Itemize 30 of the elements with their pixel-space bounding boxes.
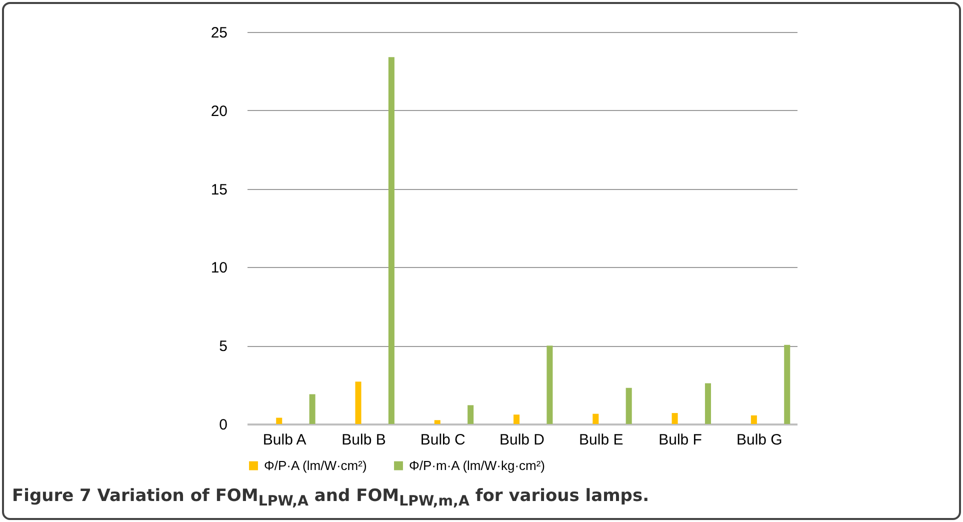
bar <box>309 394 316 424</box>
y-tick-label: 25 <box>210 24 228 42</box>
bar <box>434 420 440 424</box>
bar <box>355 382 362 424</box>
y-tick-label: 5 <box>219 338 228 356</box>
bar <box>546 346 553 424</box>
legend-label: Φ/P·A (lm/W·cm²) <box>264 458 367 473</box>
legend-label: Φ/P·m·A (lm/W·kg·cm²) <box>409 458 546 473</box>
bar <box>626 388 632 424</box>
y-tick-label: 10 <box>210 260 228 277</box>
bar <box>468 405 474 424</box>
bar <box>388 57 394 424</box>
bar <box>514 414 520 424</box>
bar <box>704 383 711 424</box>
x-tick-label: Bulb C <box>420 432 466 448</box>
x-tick-label: Bulb G <box>736 432 782 448</box>
x-tick-label: Bulb D <box>499 432 545 448</box>
bar <box>592 414 599 424</box>
text: Figure 7 Variation of FOM$_{LPW,A}$ and FOM$_{LPW,m,A}$ for various lamps. <box>12 486 650 510</box>
x-tick-label: Bulb B <box>342 432 386 448</box>
y-tick-label: 0 <box>219 416 228 434</box>
bar <box>672 413 678 424</box>
y-tick-label: 15 <box>210 181 228 198</box>
bar <box>784 344 790 424</box>
x-tick-label: Bulb A <box>262 432 306 448</box>
x-tick-label: Bulb F <box>658 432 702 448</box>
y-tick-label: 20 <box>210 102 228 120</box>
bar <box>276 418 282 424</box>
x-tick-label: Bulb E <box>579 432 624 448</box>
bar <box>750 415 757 424</box>
